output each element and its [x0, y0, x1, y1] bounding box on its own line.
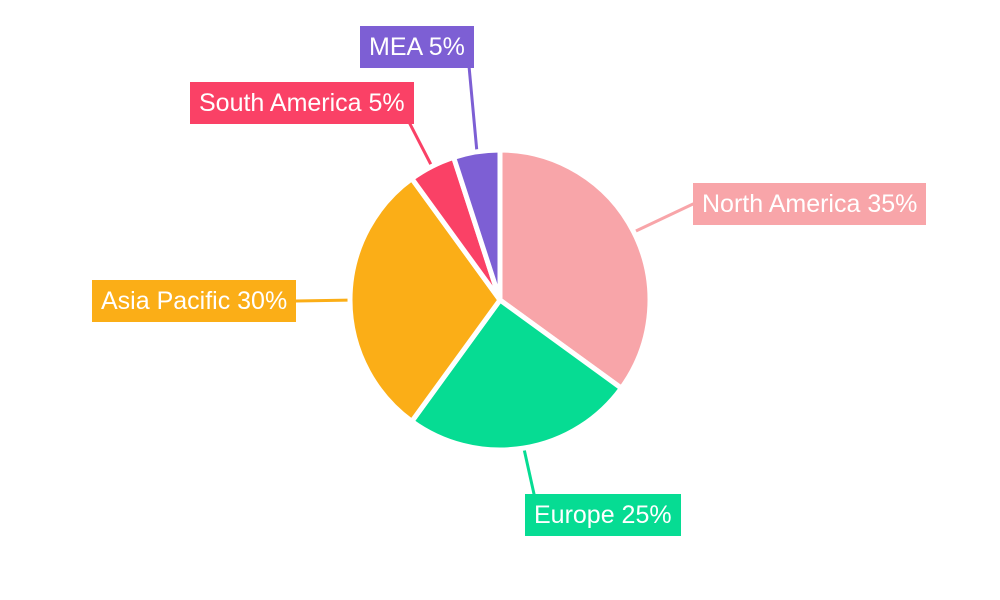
slice-label-asia-pacific: Asia Pacific 30%: [92, 280, 297, 322]
slice-label-mea: MEA 5%: [360, 26, 474, 68]
pie-slice-europe[interactable]: [409, 297, 624, 453]
pie-slice-mea[interactable]: [451, 147, 503, 303]
leader-line-europe: [521, 440, 536, 496]
leader-line-mea: [467, 64, 479, 160]
leader-line-south-america: [407, 120, 437, 174]
pie-slice-north-america[interactable]: [497, 147, 653, 391]
leader-line-asia-pacific: [294, 298, 358, 303]
slice-label-europe: Europe 25%: [525, 494, 681, 536]
leader-line-north-america: [626, 202, 695, 237]
slice-label-north-america: North America 35%: [693, 183, 927, 225]
slice-label-south-america: South America 5%: [190, 82, 414, 124]
pie-slice-asia-pacific[interactable]: [347, 176, 503, 424]
